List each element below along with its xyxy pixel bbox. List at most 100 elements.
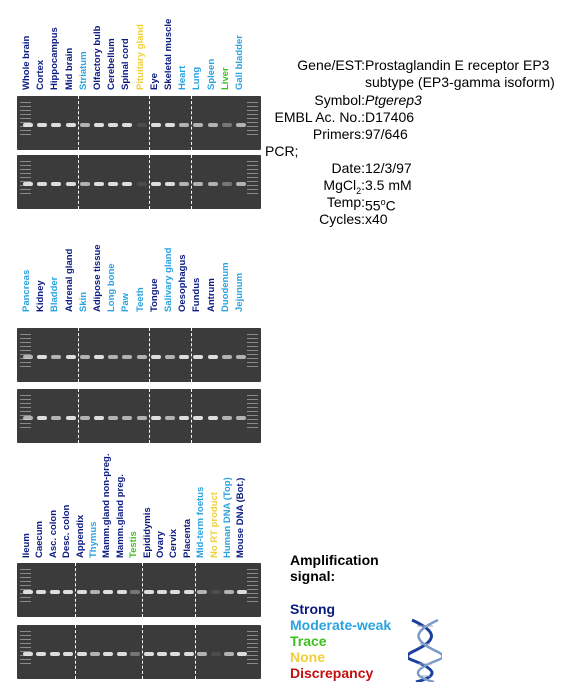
gel-band (122, 416, 133, 420)
gel-band (94, 182, 104, 186)
lane-label: Bladder (49, 276, 61, 312)
gel-band (37, 123, 48, 127)
gel-band (122, 355, 133, 359)
temp-key: Temp: (326, 194, 365, 210)
lane-label: Ovary (155, 531, 166, 558)
gel-band (79, 182, 90, 186)
lane-separator (191, 328, 193, 382)
gene-value-line1: Prostaglandin E receptor EP3 (365, 57, 550, 73)
gel-band (207, 416, 218, 420)
gel-band (183, 590, 194, 594)
gel-band (23, 652, 33, 656)
lane-label: Striatum (77, 51, 89, 90)
lane-separator (191, 155, 193, 209)
gel-band (94, 355, 104, 359)
gel-band (23, 355, 33, 359)
lane-label: Duodenum (219, 262, 231, 312)
gel-band (221, 355, 232, 359)
lane-labels-1: Whole brain Cortex Hippocampus Mid brain Str… (14, 5, 264, 90)
temp-value: 55oC (365, 197, 396, 214)
gel-band (236, 182, 246, 186)
cycles-value: x40 (365, 211, 388, 227)
gel-band (165, 182, 175, 186)
lane-label: Skeletal muscle (163, 18, 174, 90)
gel-band (23, 182, 33, 186)
lane-label: Mid brain (63, 47, 75, 90)
lane-label: Caecum (34, 521, 46, 558)
lane-label: Salivary gland (163, 247, 174, 312)
gel-band (236, 355, 246, 359)
gel-image-top-3 (17, 563, 261, 617)
gel-band (51, 123, 62, 127)
legend-item-trace: Trace (290, 633, 327, 649)
lane-label: Long bone (106, 263, 118, 312)
gel-band (224, 652, 234, 656)
lane-label: Antrum (205, 278, 217, 312)
cycles-key: Cycles: (319, 211, 365, 227)
lane-separator (77, 389, 79, 443)
lane-label: Whole brain (21, 35, 32, 90)
lane-label: Lung (191, 66, 203, 90)
gel-band (130, 590, 141, 594)
legend-item-none: None (290, 649, 325, 665)
gel-band (130, 652, 141, 656)
gel-band (193, 355, 204, 359)
lane-separator (77, 155, 79, 209)
lane-label: Ileum (21, 533, 32, 558)
lane-label: Paw (120, 292, 132, 312)
mgcl-value: 3.5 mM (365, 177, 412, 193)
lane-label: Placenta (181, 518, 193, 558)
lane-label: Mouse DNA (Bot.) (235, 477, 247, 558)
gel-band (221, 123, 232, 127)
gel-band (36, 590, 47, 594)
lane-label: Hippocampus (49, 27, 61, 90)
gel-band (103, 590, 114, 594)
gel-band (94, 416, 104, 420)
lane-separator (148, 96, 150, 150)
gel-band (136, 123, 147, 127)
lane-label: Adrenal gland (63, 248, 75, 312)
ladder-lane (247, 334, 258, 376)
gel-band (165, 355, 175, 359)
lane-label: Spleen (205, 58, 217, 90)
gel-band (236, 123, 246, 127)
gel-band (90, 590, 100, 594)
gel-band (116, 652, 127, 656)
gel-band (94, 123, 104, 127)
lane-separator (77, 96, 79, 150)
gel-band (157, 652, 167, 656)
gel-band (51, 355, 62, 359)
gel-band (183, 652, 194, 656)
lane-label: Cerebellum (106, 38, 118, 90)
gel-band (179, 182, 190, 186)
gel-band (136, 182, 147, 186)
gel-band (108, 123, 119, 127)
symbol-value: Ptgerep3 (365, 92, 422, 108)
lane-label: Thymus (88, 521, 99, 558)
pcr-key: PCR; (265, 143, 299, 159)
lane-separator (141, 563, 143, 617)
gel-band (143, 590, 154, 594)
ladder-lane (247, 569, 258, 611)
gel-band (23, 590, 33, 594)
gel-band (63, 652, 74, 656)
lane-label: Mamm.gland preg. (114, 474, 126, 558)
lane-label: Desc. colon (61, 504, 73, 558)
gel-band (179, 123, 190, 127)
gel-band (210, 652, 221, 656)
gel-band (122, 182, 133, 186)
lane-label: Kidney (35, 280, 47, 312)
gel-band (23, 123, 33, 127)
gel-image-bottom-2 (17, 389, 261, 443)
date-key: Date: (331, 160, 365, 176)
legend-title-line1: Amplification (290, 552, 379, 568)
lane-separator (191, 96, 193, 150)
gel-band (51, 416, 62, 420)
lane-label: Gall bladder (234, 35, 245, 90)
lane-label: Liver (219, 67, 231, 90)
lane-separator (74, 625, 76, 679)
gel-band (143, 652, 154, 656)
gel-band (108, 416, 119, 420)
gel-band (51, 182, 62, 186)
mgcl-key: MgCl2: (323, 177, 365, 196)
